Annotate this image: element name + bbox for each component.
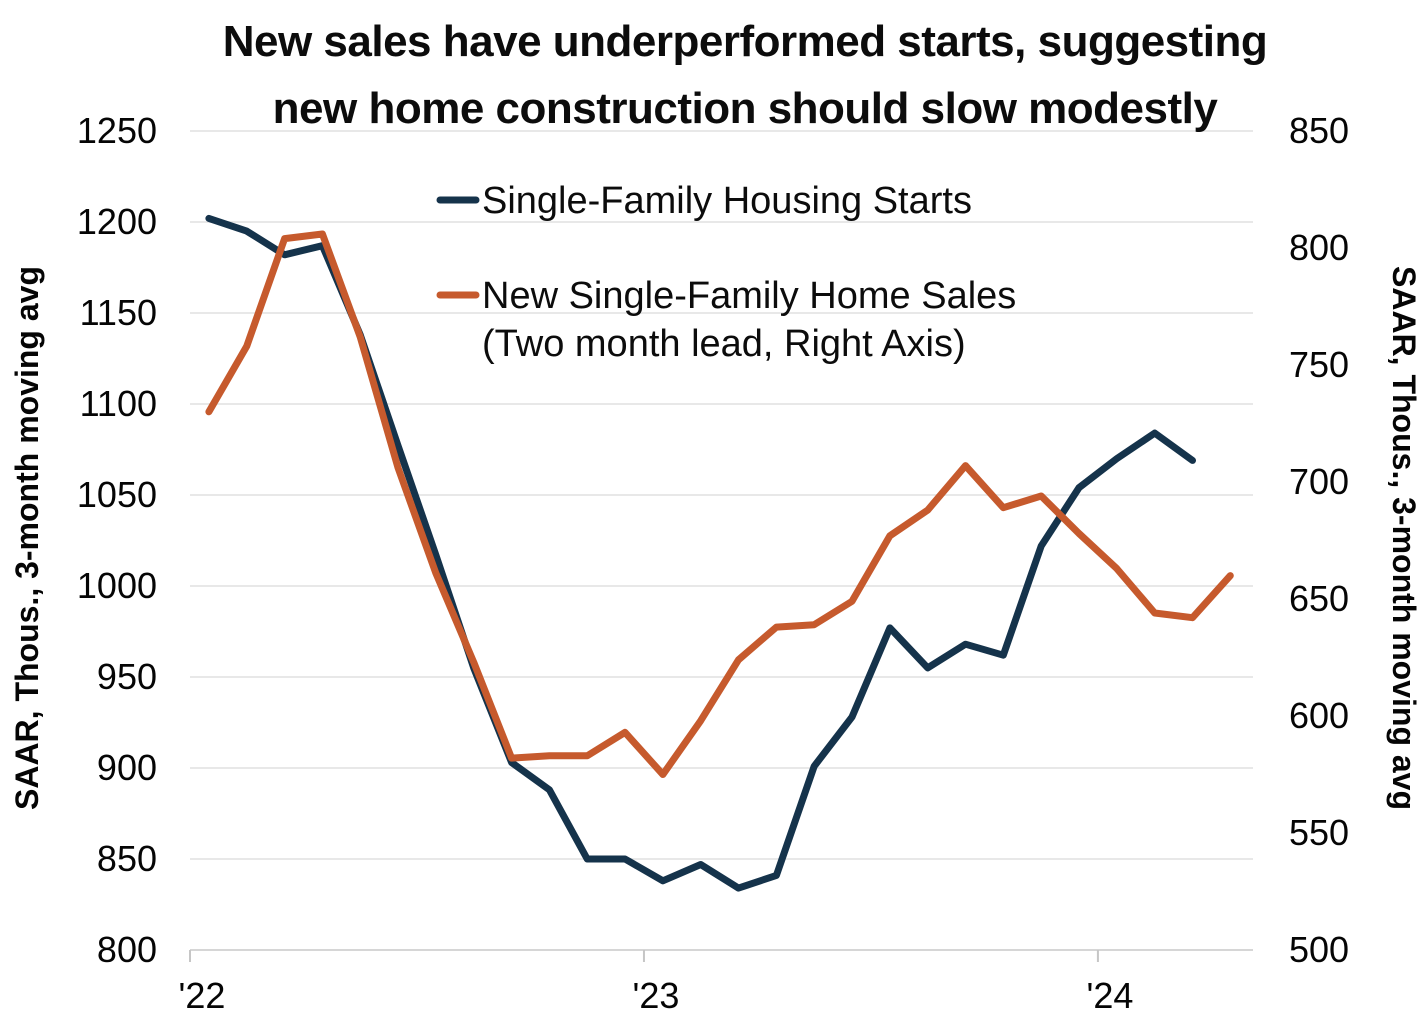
right-axis-tick-label: 550 xyxy=(1289,812,1349,853)
series-line-sales xyxy=(205,230,1234,778)
right-axis-tick-label: 500 xyxy=(1289,929,1349,970)
right-axis-tick-label: 600 xyxy=(1289,695,1349,736)
x-axis-tick-label: '22 xyxy=(179,975,226,1016)
left-axis-tick-label: 1200 xyxy=(77,201,157,242)
chart-title-line-1: New sales have underperformed starts, su… xyxy=(223,17,1268,66)
left-axis-tick-label: 850 xyxy=(97,838,157,879)
right-axis-tick-label: 700 xyxy=(1289,461,1349,502)
x-axis-tick-label: '24 xyxy=(1086,975,1133,1016)
legend-label-sales-line-2: (Two month lead, Right Axis) xyxy=(482,323,966,365)
left-axis-tick-label: 1250 xyxy=(77,110,157,151)
data-series-layer xyxy=(205,214,1234,892)
tick-labels-layer: 1250 1200 1150 1100 1050 1000 950 900 850 800 850 8… xyxy=(77,110,1349,1016)
legend-label-sales-line-1: New Single-Family Home Sales xyxy=(482,275,1016,317)
legend-label-starts: Single-Family Housing Starts xyxy=(482,180,972,222)
legend: Single-Family Housing Starts New Single-… xyxy=(436,180,1016,365)
gridlines-layer xyxy=(190,130,1253,951)
left-axis-title: SAAR, Thous., 3-month moving avg xyxy=(9,266,45,810)
right-axis-tick-label: 650 xyxy=(1289,578,1349,619)
left-axis-tick-label: 900 xyxy=(97,747,157,788)
left-axis-tick-label: 1100 xyxy=(80,383,157,424)
left-axis-tick-label: 1050 xyxy=(77,474,157,515)
right-axis-title: SAAR, Thous., 3-month moving avg xyxy=(1386,266,1421,810)
chart-title-line-2: new home construction should slow modest… xyxy=(273,84,1219,133)
right-axis-tick-label: 850 xyxy=(1289,110,1349,151)
right-axis-tick-label: 800 xyxy=(1289,227,1349,268)
left-axis-tick-label: 800 xyxy=(97,929,157,970)
right-axis-tick-label: 750 xyxy=(1289,344,1349,385)
left-axis-tick-label: 1000 xyxy=(77,565,157,606)
x-axis-tick-label: '23 xyxy=(632,975,679,1016)
left-axis-tick-label: 950 xyxy=(97,656,157,697)
left-axis-tick-label: 1150 xyxy=(80,292,157,333)
